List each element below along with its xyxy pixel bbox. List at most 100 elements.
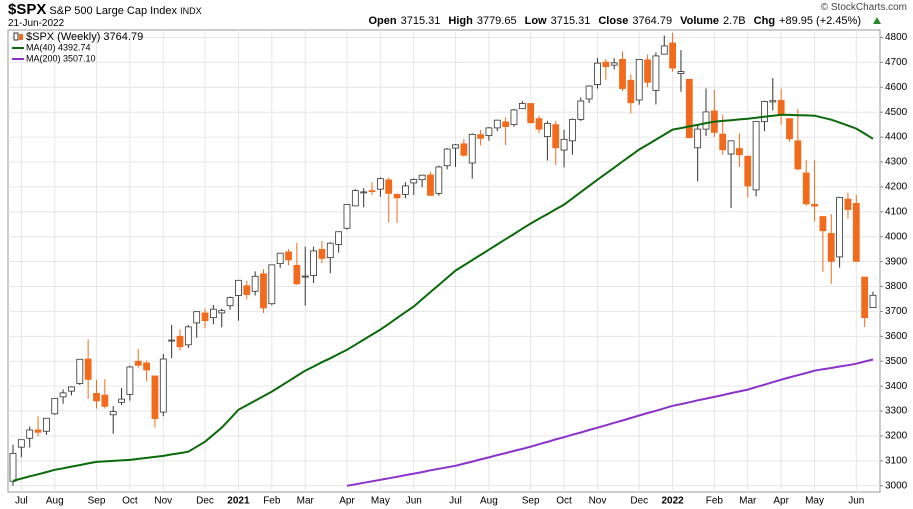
candle-body bbox=[819, 216, 827, 232]
candle-body bbox=[59, 392, 67, 398]
candle-body bbox=[761, 101, 768, 123]
x-tick-label: Oct bbox=[556, 496, 572, 507]
quote-line: Open 3715.31 High 3779.65 Low 3715.31 Close 376… bbox=[368, 15, 869, 27]
candle-body bbox=[802, 172, 810, 205]
candle-body bbox=[811, 203, 818, 207]
candle-body bbox=[143, 362, 150, 371]
candle-body bbox=[310, 250, 317, 276]
candle-body bbox=[694, 128, 702, 149]
candle-body bbox=[477, 134, 484, 139]
candle-body bbox=[510, 109, 518, 126]
candle-body bbox=[251, 275, 259, 292]
candle-body bbox=[326, 242, 334, 259]
y-tick-label: 4500 bbox=[885, 107, 908, 118]
candle-body bbox=[869, 294, 877, 309]
legend-label: MA(200) 3507.10 bbox=[26, 53, 96, 63]
candle-body bbox=[34, 429, 42, 433]
candle-body bbox=[602, 61, 610, 68]
x-tick-label: 2022 bbox=[661, 496, 684, 507]
x-tick-label: Mar bbox=[297, 496, 315, 507]
candle-body bbox=[452, 144, 459, 149]
legend-label: MA(40) 4392.74 bbox=[26, 42, 91, 52]
candle-body bbox=[410, 179, 418, 184]
x-tick-label: 2021 bbox=[227, 496, 250, 507]
candle-body bbox=[752, 121, 760, 191]
quote-label: Close bbox=[598, 15, 629, 27]
candle-body bbox=[460, 143, 468, 156]
candle-body bbox=[527, 103, 535, 124]
candle-body bbox=[861, 276, 869, 319]
candle-body bbox=[26, 429, 34, 439]
symbol-line: $SPX S&P 500 Large Cap Index INDX bbox=[8, 1, 202, 18]
candle-body bbox=[151, 375, 159, 419]
y-tick-label: 4200 bbox=[885, 182, 908, 193]
candle-body bbox=[343, 204, 351, 229]
candle-body bbox=[385, 179, 393, 194]
x-tick-label: Apr bbox=[339, 496, 355, 507]
y-tick-label: 4000 bbox=[885, 231, 908, 242]
y-tick-label: 3200 bbox=[885, 431, 908, 442]
source: © StockCharts.com bbox=[820, 2, 907, 13]
quote-value: 3779.65 bbox=[476, 15, 517, 27]
candle-body bbox=[17, 439, 25, 448]
candle-body bbox=[727, 140, 735, 155]
candle-body bbox=[318, 249, 326, 259]
candle-body bbox=[502, 121, 510, 128]
candle-body bbox=[569, 119, 576, 142]
x-tick-label: Oct bbox=[122, 496, 138, 507]
candle-body bbox=[293, 264, 301, 285]
candle-body bbox=[68, 386, 75, 392]
x-tick-label: May bbox=[805, 496, 824, 507]
axes: 3000 3100 3200 3300 3400 3500 3600 3700 3800 3900… bbox=[15, 32, 908, 507]
candle-body bbox=[76, 358, 84, 384]
candle-body bbox=[402, 185, 409, 195]
x-tick-label: Sep bbox=[522, 496, 540, 507]
quote-label: Chg bbox=[753, 15, 776, 27]
candle-body bbox=[427, 174, 434, 196]
candle-body bbox=[610, 62, 618, 66]
candle-body bbox=[301, 275, 309, 278]
x-tick-label: Nov bbox=[589, 496, 607, 507]
plot-frame bbox=[7, 29, 881, 493]
legend-icon bbox=[19, 34, 23, 40]
legend-label: $SPX (Weekly) 3764.79 bbox=[26, 31, 143, 43]
candle-body bbox=[518, 103, 526, 110]
candle-body bbox=[360, 191, 368, 194]
candle-body bbox=[260, 273, 267, 309]
quote-value: 3715.31 bbox=[400, 15, 441, 27]
y-tick-label: 3600 bbox=[885, 331, 908, 342]
candle-body bbox=[652, 55, 660, 91]
candle-body bbox=[209, 308, 217, 319]
y-tick-label: 4100 bbox=[885, 206, 908, 217]
y-tick-label: 4800 bbox=[885, 32, 908, 43]
candle-body bbox=[660, 45, 668, 55]
x-tick-label: Feb bbox=[706, 496, 724, 507]
candle-body bbox=[485, 127, 493, 136]
x-tick-label: Jun bbox=[848, 496, 864, 507]
candle-body bbox=[93, 392, 100, 402]
y-tick-label: 4700 bbox=[885, 57, 908, 68]
candle-body bbox=[677, 71, 685, 74]
candle-body bbox=[168, 339, 176, 342]
x-tick-label: Jul bbox=[15, 496, 28, 507]
candle-body bbox=[176, 335, 184, 348]
x-tick-label: Apr bbox=[773, 496, 789, 507]
quote-value: 2.7B bbox=[723, 15, 746, 27]
quote-value: 3715.31 bbox=[550, 15, 591, 27]
symbol: $SPX bbox=[8, 1, 47, 18]
candle-body bbox=[736, 148, 743, 156]
candle-body bbox=[42, 417, 50, 432]
x-tick-label: Jul bbox=[449, 496, 462, 507]
x-tick-label: Feb bbox=[263, 496, 281, 507]
candle-body bbox=[368, 190, 376, 193]
candle-body bbox=[109, 411, 117, 416]
candle-body bbox=[577, 100, 585, 120]
x-tick-label: Dec bbox=[196, 496, 214, 507]
y-tick-label: 3800 bbox=[885, 281, 908, 292]
candle-body bbox=[134, 360, 142, 366]
y-tick-label: 3000 bbox=[885, 480, 908, 491]
candle-body bbox=[201, 312, 209, 322]
candle-body bbox=[218, 310, 226, 314]
candle-body bbox=[118, 398, 125, 403]
